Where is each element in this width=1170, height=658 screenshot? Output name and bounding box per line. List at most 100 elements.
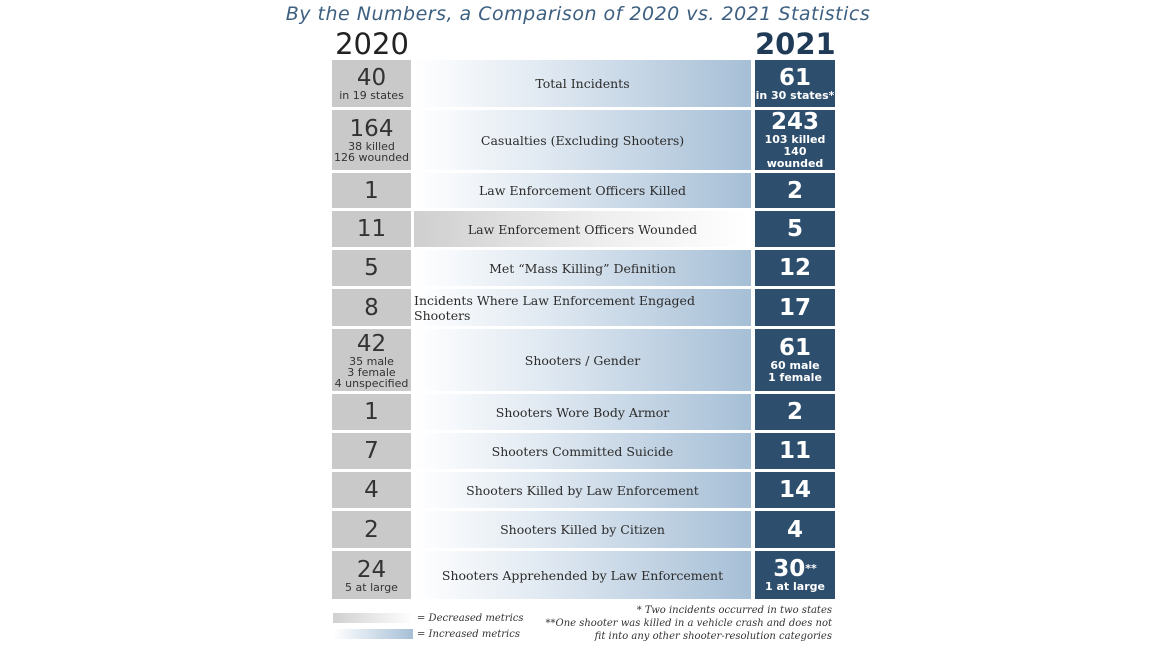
table-row: 164 38 killed 126 wounded Casualties (Exclu… (332, 110, 835, 170)
value-2020: 1 (364, 399, 379, 425)
value-2021-cell: 61 in 30 states* (755, 60, 835, 107)
metric-label: Shooters Wore Body Armor (414, 394, 751, 430)
value-2020-cell: 42 35 male 3 female 4 unspecified (332, 329, 411, 391)
value-2020: 5 (364, 255, 379, 281)
table-row: 7 Shooters Committed Suicide 11 (332, 433, 835, 469)
value-2020-cell: 2 (332, 511, 411, 548)
detail-2020: 35 male (349, 354, 394, 368)
table-row: 1 Shooters Wore Body Armor 2 (332, 394, 835, 430)
value-2020: 24 (356, 556, 387, 583)
page-title: By the Numbers, a Comparison of 2020 vs.… (285, 3, 871, 25)
value-2021: 2 (786, 177, 803, 204)
value-2021: 61 (778, 335, 811, 361)
value-2021-cell: 14 (755, 472, 835, 508)
value-2020-cell: 7 (332, 433, 411, 469)
metric-label: Shooters Killed by Citizen (414, 511, 751, 548)
value-2021-wrap: 2 (787, 400, 803, 424)
metric-label: Incidents Where Law Enforcement Engaged … (414, 289, 751, 326)
metric-label: Shooters Apprehended by Law Enforcement (414, 551, 751, 599)
value-2020-cell: 1 (332, 394, 411, 430)
value-2020: 8 (364, 294, 379, 321)
value-2021-cell: 30** 1 at large (755, 551, 835, 599)
value-2020: 4 (364, 477, 379, 503)
metric-label: Law Enforcement Officers Wounded (414, 211, 751, 247)
value-2021: 4 (786, 516, 803, 543)
value-2021: 11 (778, 438, 811, 464)
metric-label: Shooters Committed Suicide (414, 433, 751, 469)
metric-label: Casualties (Excluding Shooters) (414, 110, 751, 170)
value-2021: 12 (778, 255, 811, 281)
comparison-table: 40 in 19 states Total Incidents 61 in 30 sta… (332, 60, 835, 602)
value-2021: 243 (770, 109, 819, 135)
value-2020-cell: 5 (332, 250, 411, 286)
value-2020: 1 (364, 177, 379, 204)
value-2021: 17 (778, 294, 811, 321)
value-2021-wrap: 61 (779, 66, 811, 90)
value-2020: 2 (364, 516, 379, 543)
footnote-1: * Two incidents occurred in two states (636, 605, 832, 616)
increased-swatch (333, 629, 413, 639)
value-2021-wrap: 14 (779, 478, 811, 502)
value-2021-cell: 2 (755, 394, 835, 430)
value-2021-wrap: 2 (787, 179, 803, 203)
detail-2021: 60 male (770, 359, 820, 372)
footnote-2: **One shooter was killed in a vehicle cr… (545, 618, 833, 629)
detail-2020: 126 wounded (334, 151, 409, 164)
value-2021-cell: 17 (755, 289, 835, 326)
detail-2021: in 30 states* (755, 88, 835, 102)
metric-label: Shooters Killed by Law Enforcement (414, 472, 751, 508)
metric-label: Total Incidents (414, 60, 751, 107)
value-2021-wrap: 4 (787, 518, 803, 542)
value-2021-wrap: 243 (771, 110, 819, 134)
value-2021-cell: 61 60 male 1 female (755, 329, 835, 391)
value-2021-wrap: 5 (787, 217, 803, 241)
value-2020: 164 (349, 116, 394, 142)
detail-2020: 5 at large (345, 580, 398, 594)
year-2021-header: 2021 (755, 27, 836, 61)
value-2020: 7 (364, 438, 379, 464)
table-row: 2 Shooters Killed by Citizen 4 (332, 511, 835, 548)
value-2020-cell: 11 (332, 211, 411, 247)
value-2021-cell: 4 (755, 511, 835, 548)
legend-increased: = Increased metrics (333, 627, 524, 641)
value-2021-wrap: 61 (779, 336, 811, 360)
legend-increased-label: = Increased metrics (417, 628, 520, 640)
value-2021-cell: 2 (755, 173, 835, 208)
year-2020-header: 2020 (335, 27, 409, 61)
table-row: 4 Shooters Killed by Law Enforcement 14 (332, 472, 835, 508)
footnote-3: fit into any other shooter-resolution ca… (594, 631, 832, 642)
value-2020-cell: 8 (332, 289, 411, 326)
value-2021-wrap: 30** (773, 557, 817, 581)
value-2020: 42 (356, 330, 387, 357)
footnote-mark: ** (805, 562, 817, 575)
table-row: 11 Law Enforcement Officers Wounded 5 (332, 211, 835, 247)
metric-label: Met “Mass Killing” Definition (414, 250, 751, 286)
detail-2020: in 19 states (339, 89, 404, 102)
detail-2021: 1 female (768, 371, 822, 384)
value-2021-wrap: 17 (779, 296, 811, 320)
value-2021-wrap: 11 (779, 439, 811, 463)
detail-2021: 1 at large (765, 580, 825, 593)
footnotes: * Two incidents occurred in two states *… (546, 604, 833, 643)
detail-2020: 38 killed (348, 140, 395, 153)
metric-label: Law Enforcement Officers Killed (414, 173, 751, 208)
detail-2021: 103 killed (764, 133, 826, 146)
value-2021: 30 (773, 556, 806, 582)
value-2021-cell: 12 (755, 250, 835, 286)
table-row: 42 35 male 3 female 4 unspecified Shooters /… (332, 329, 835, 391)
table-row: 5 Met “Mass Killing” Definition 12 (332, 250, 835, 286)
value-2021-wrap: 12 (779, 256, 811, 280)
detail-2020: 4 unspecified (334, 376, 409, 390)
metric-label: Shooters / Gender (414, 329, 751, 391)
value-2020-cell: 40 in 19 states (332, 60, 411, 107)
value-2020-cell: 164 38 killed 126 wounded (332, 110, 411, 170)
value-2021-cell: 11 (755, 433, 835, 469)
value-2021: 61 (778, 64, 811, 91)
value-2020-cell: 4 (332, 472, 411, 508)
value-2020: 40 (356, 65, 387, 91)
table-row: 24 5 at large Shooters Apprehended by Law … (332, 551, 835, 599)
detail-2020: 3 female (347, 365, 396, 379)
table-row: 40 in 19 states Total Incidents 61 in 30 sta… (332, 60, 835, 107)
value-2020: 11 (356, 216, 387, 242)
value-2020-cell: 1 (332, 173, 411, 208)
